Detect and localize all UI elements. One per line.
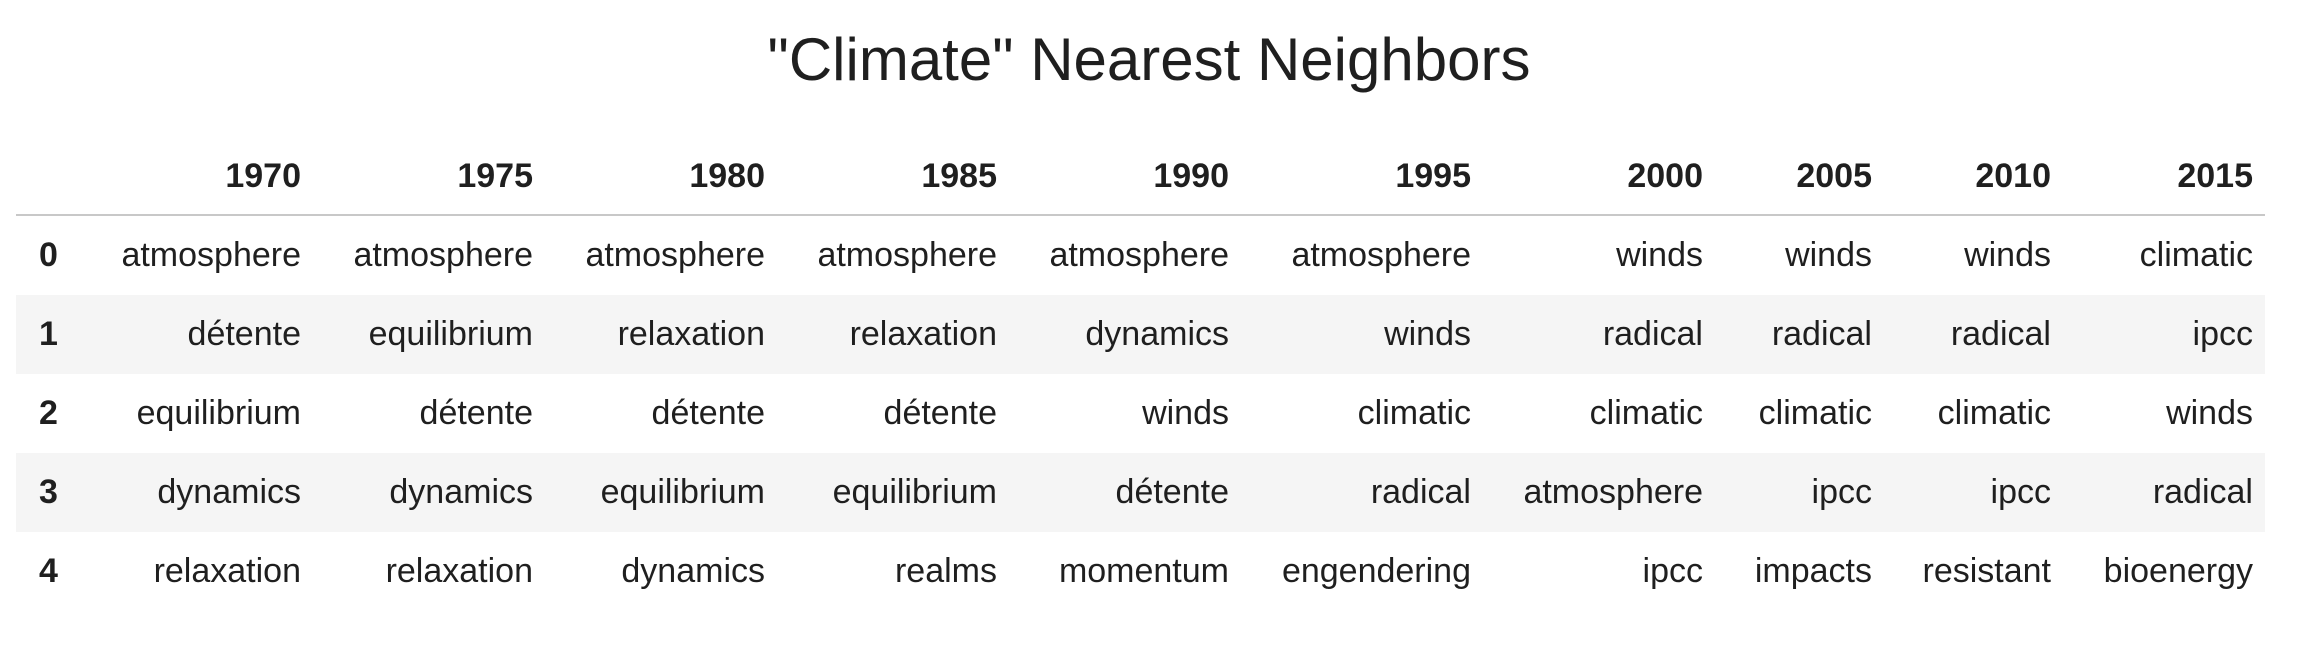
table-row: 3 dynamics dynamics equilibrium equilibr… xyxy=(16,453,2265,532)
table-cell: climatic xyxy=(1758,394,1872,432)
row-index: 0 xyxy=(39,236,58,274)
table-cell: ipcc xyxy=(2192,315,2253,353)
table-cell: impacts xyxy=(1754,552,1872,590)
column-header: 1985 xyxy=(777,138,1009,216)
table-cell: relaxation xyxy=(849,315,997,353)
table-cell: ipcc xyxy=(1642,552,1703,590)
table-cell: momentum xyxy=(1058,552,1229,590)
table-row: 2 equilibrium détente détente détente wi… xyxy=(16,374,2265,453)
row-index: 1 xyxy=(39,315,58,353)
row-index: 3 xyxy=(39,473,58,511)
table-cell: atmosphere xyxy=(121,236,301,274)
table-cell: dynamics xyxy=(621,552,765,590)
table-cell: détente xyxy=(883,394,997,432)
table-cell: relaxation xyxy=(385,552,533,590)
table-cell: atmosphere xyxy=(817,236,997,274)
table-cell: winds xyxy=(2166,394,2253,432)
table-cell: radical xyxy=(1950,315,2051,353)
table-cell: climatic xyxy=(2139,236,2253,274)
column-header: 2000 xyxy=(1483,138,1715,216)
column-header: 1970 xyxy=(81,138,313,216)
table-cell: atmosphere xyxy=(353,236,533,274)
column-header: 1975 xyxy=(313,138,545,216)
table-cell: winds xyxy=(1384,315,1471,353)
table-cell: relaxation xyxy=(153,552,301,590)
table-cell: climatic xyxy=(1937,394,2051,432)
table-row: 4 relaxation relaxation dynamics realms … xyxy=(16,532,2265,611)
table-cell: radical xyxy=(1771,315,1872,353)
column-header: 2015 xyxy=(2063,138,2265,216)
table-cell: ipcc xyxy=(1990,473,2051,511)
index-header xyxy=(16,138,81,216)
table-cell: equilibrium xyxy=(136,394,301,432)
row-index: 2 xyxy=(39,394,58,432)
table-cell: equilibrium xyxy=(600,473,765,511)
table-cell: equilibrium xyxy=(832,473,997,511)
table-cell: radical xyxy=(2152,473,2253,511)
table-cell: détente xyxy=(651,394,765,432)
table-cell: dynamics xyxy=(389,473,533,511)
column-header: 2010 xyxy=(1884,138,2063,216)
table-cell: equilibrium xyxy=(368,315,533,353)
table-cell: détente xyxy=(187,315,301,353)
column-header: 1980 xyxy=(545,138,777,216)
table-header-row: 1970 1975 1980 1985 1990 1995 2000 2005 … xyxy=(16,138,2265,216)
table-cell: atmosphere xyxy=(1291,236,1471,274)
table-row: 0 atmosphere atmosphere atmosphere atmos… xyxy=(16,215,2265,295)
table-cell: realms xyxy=(894,552,997,590)
table-cell: bioenergy xyxy=(2103,552,2253,590)
table-cell: winds xyxy=(1142,394,1229,432)
table-cell: détente xyxy=(1115,473,1229,511)
column-header: 2005 xyxy=(1715,138,1884,216)
table-cell: winds xyxy=(1785,236,1872,274)
table-cell: ipcc xyxy=(1811,473,1872,511)
table-row: 1 détente equilibrium relaxation relaxat… xyxy=(16,295,2265,374)
table-cell: dynamics xyxy=(1085,315,1229,353)
table-cell: engendering xyxy=(1281,552,1471,590)
table-cell: winds xyxy=(1964,236,2051,274)
table-cell: atmosphere xyxy=(585,236,765,274)
table-cell: atmosphere xyxy=(1523,473,1703,511)
table-cell: climatic xyxy=(1589,394,1703,432)
table-cell: resistant xyxy=(1922,552,2052,590)
table-cell: radical xyxy=(1602,315,1703,353)
table-cell: détente xyxy=(419,394,533,432)
column-header: 1995 xyxy=(1241,138,1483,216)
row-index: 4 xyxy=(39,552,58,590)
page-title: "Climate" Nearest Neighbors xyxy=(767,26,1531,93)
table-cell: atmosphere xyxy=(1049,236,1229,274)
table-cell: relaxation xyxy=(617,315,765,353)
table-cell: dynamics xyxy=(157,473,301,511)
table-cell: climatic xyxy=(1357,394,1471,432)
column-header: 1990 xyxy=(1009,138,1241,216)
table-cell: winds xyxy=(1616,236,1703,274)
neighbors-table: 1970 1975 1980 1985 1990 1995 2000 2005 … xyxy=(16,138,2265,611)
table-cell: radical xyxy=(1370,473,1471,511)
